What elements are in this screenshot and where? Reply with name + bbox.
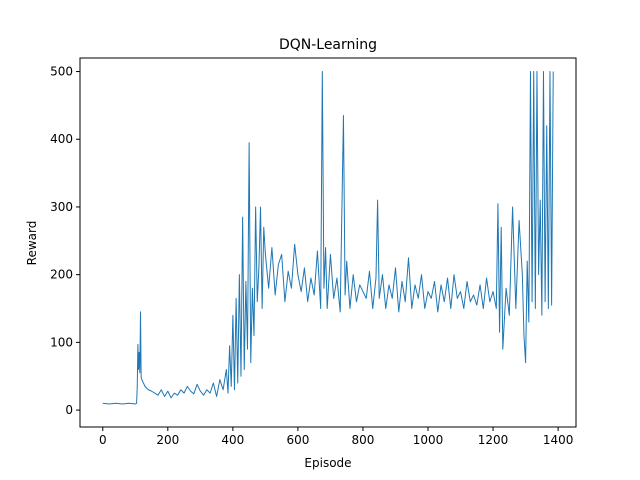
y-tick-label: 300: [50, 200, 73, 214]
x-tick-label: 600: [286, 433, 309, 447]
x-tick-label: 0: [99, 433, 107, 447]
x-tick-label: 400: [221, 433, 244, 447]
y-axis-ticks: 0 100 200 300 400 500: [50, 65, 80, 417]
plot-area: [102, 71, 554, 405]
x-axis-ticks: 0 200 400 600 800 1000 1200 1400: [99, 427, 573, 447]
x-tick-label: 1200: [478, 433, 509, 447]
y-tick-label: 400: [50, 132, 73, 146]
y-tick-label: 500: [50, 65, 73, 79]
x-tick-label: 800: [352, 433, 375, 447]
x-tick-label: 200: [156, 433, 179, 447]
x-axis-label: Episode: [304, 456, 351, 470]
y-axis-label: Reward: [25, 221, 39, 266]
x-tick-label: 1400: [543, 433, 574, 447]
axes-frame: [79, 57, 577, 428]
y-tick-label: 100: [50, 335, 73, 349]
y-tick-label: 0: [65, 403, 73, 417]
reward-series-line: [102, 71, 554, 405]
y-tick-label: 200: [50, 268, 73, 282]
x-tick-label: 1000: [413, 433, 444, 447]
chart-title: DQN-Learning: [279, 37, 377, 53]
